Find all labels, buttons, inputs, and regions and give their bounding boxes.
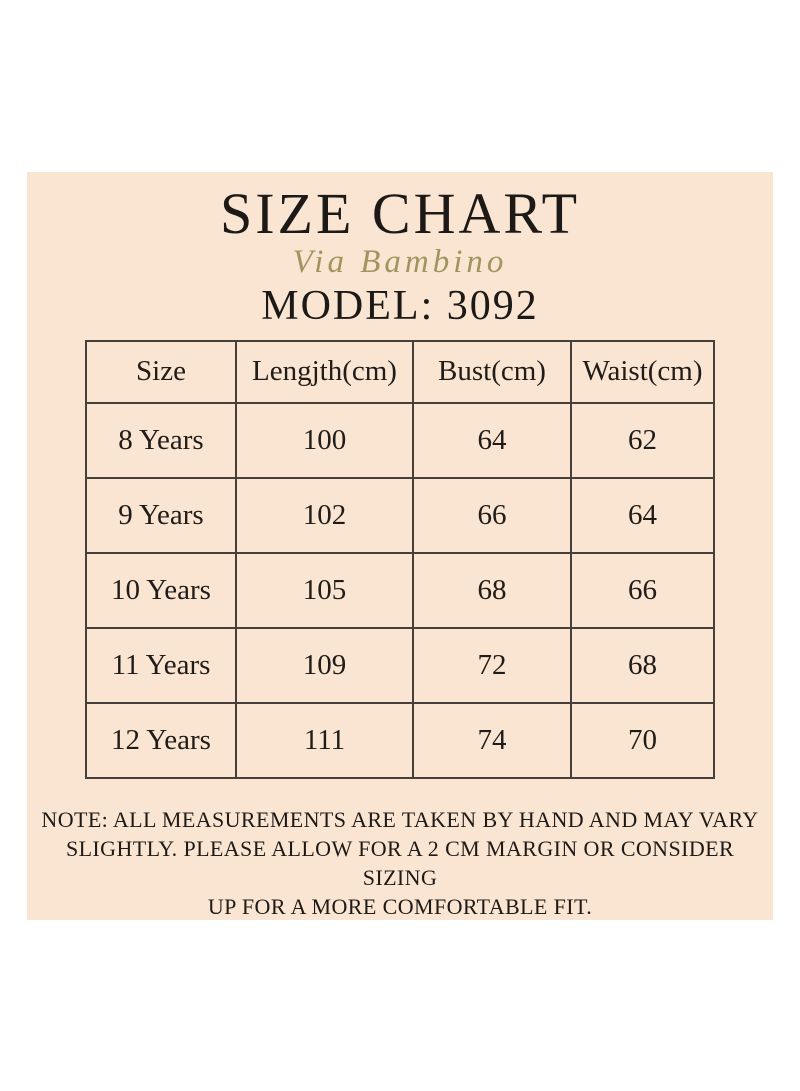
note-line: SLIGHTLY. PLEASE ALLOW FOR A 2 CM MARGIN…	[65, 835, 735, 890]
note-line: UP FOR A MORE COMFORTABLE FIT.	[207, 893, 593, 919]
cell-size: 12 Years	[85, 701, 237, 779]
table-header-row: Size Lengjth(cm) Bust(cm) Waist(cm)	[85, 339, 715, 404]
cell-bust: 66	[412, 476, 572, 554]
cell-length: 105	[235, 551, 414, 629]
page-title: SIZE CHART	[219, 181, 581, 246]
size-chart-panel: SIZE CHART Via Bambino MODEL: 3092 Size …	[27, 172, 773, 920]
cell-size: 9 Years	[85, 476, 237, 554]
table-row: 9 Years 102 66 64	[85, 476, 715, 554]
cell-size: 11 Years	[85, 626, 237, 704]
cell-size: 10 Years	[85, 551, 237, 629]
cell-waist: 64	[570, 476, 715, 554]
cell-bust: 68	[412, 551, 572, 629]
cell-waist: 68	[570, 626, 715, 704]
cell-length: 109	[235, 626, 414, 704]
brand-signature: Via Bambino	[292, 243, 508, 280]
cell-size: 8 Years	[85, 401, 237, 479]
cell-waist: 62	[570, 401, 715, 479]
column-header-bust: Bust(cm)	[412, 339, 572, 404]
size-table: Size Lengjth(cm) Bust(cm) Waist(cm) 8 Ye…	[85, 339, 715, 779]
cell-length: 100	[235, 401, 414, 479]
cell-bust: 64	[412, 401, 572, 479]
cell-length: 102	[235, 476, 414, 554]
table-row: 11 Years 109 72 68	[85, 626, 715, 704]
column-header-size: Size	[85, 339, 237, 404]
model-number: MODEL: 3092	[261, 282, 539, 329]
cell-bust: 74	[412, 701, 572, 779]
cell-length: 111	[235, 701, 414, 779]
cell-bust: 72	[412, 626, 572, 704]
column-header-length: Lengjth(cm)	[235, 339, 414, 404]
column-header-waist: Waist(cm)	[570, 339, 715, 404]
table-row: 8 Years 100 64 62	[85, 401, 715, 479]
note-line: NOTE: ALL MEASUREMENTS ARE TAKEN BY HAND…	[41, 806, 759, 832]
cell-waist: 66	[570, 551, 715, 629]
cell-waist: 70	[570, 701, 715, 779]
note-text: NOTE: ALL MEASUREMENTS ARE TAKEN BY HAND…	[27, 805, 773, 921]
table-row: 12 Years 111 74 70	[85, 701, 715, 779]
table-row: 10 Years 105 68 66	[85, 551, 715, 629]
